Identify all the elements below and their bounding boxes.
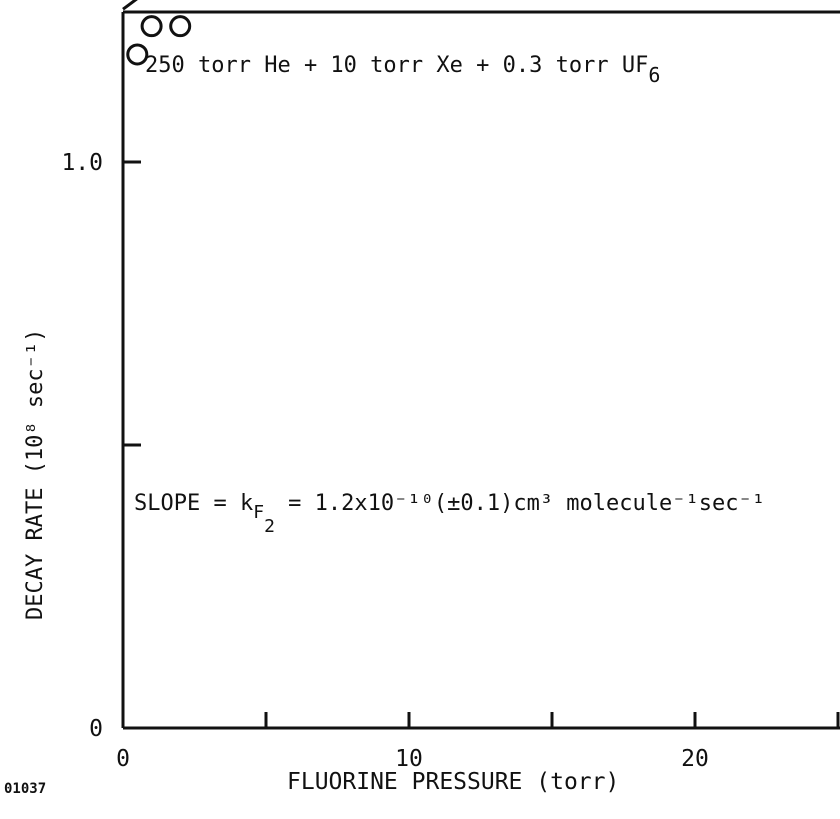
y-tick-label: 1.0	[61, 150, 103, 176]
slope-label: SLOPE = kF2 = 1.2x10⁻¹⁰(±0.1)cm³ molecul…	[134, 491, 765, 537]
data-point	[169, 15, 192, 38]
data-points	[126, 15, 192, 66]
x-tick-label: 20	[681, 746, 709, 772]
chart-axes	[121, 10, 840, 730]
fit-line-group	[122, 0, 138, 11]
data-point	[126, 43, 149, 66]
x-tick-label: 10	[395, 746, 423, 772]
data-point	[140, 15, 163, 38]
condition-label: 250 torr He + 10 torr Xe + 0.3 torr UF6	[145, 53, 660, 87]
fit-line	[122, 0, 138, 11]
x-axis-label: FLUORINE PRESSURE (torr)	[287, 769, 619, 795]
y-axis-label: DECAY RATE (10⁸ sec⁻¹)	[23, 329, 48, 620]
x-tick-label: 0	[116, 746, 130, 772]
figure-code: 01037	[4, 781, 46, 797]
y-tick-label: 0	[89, 716, 103, 742]
